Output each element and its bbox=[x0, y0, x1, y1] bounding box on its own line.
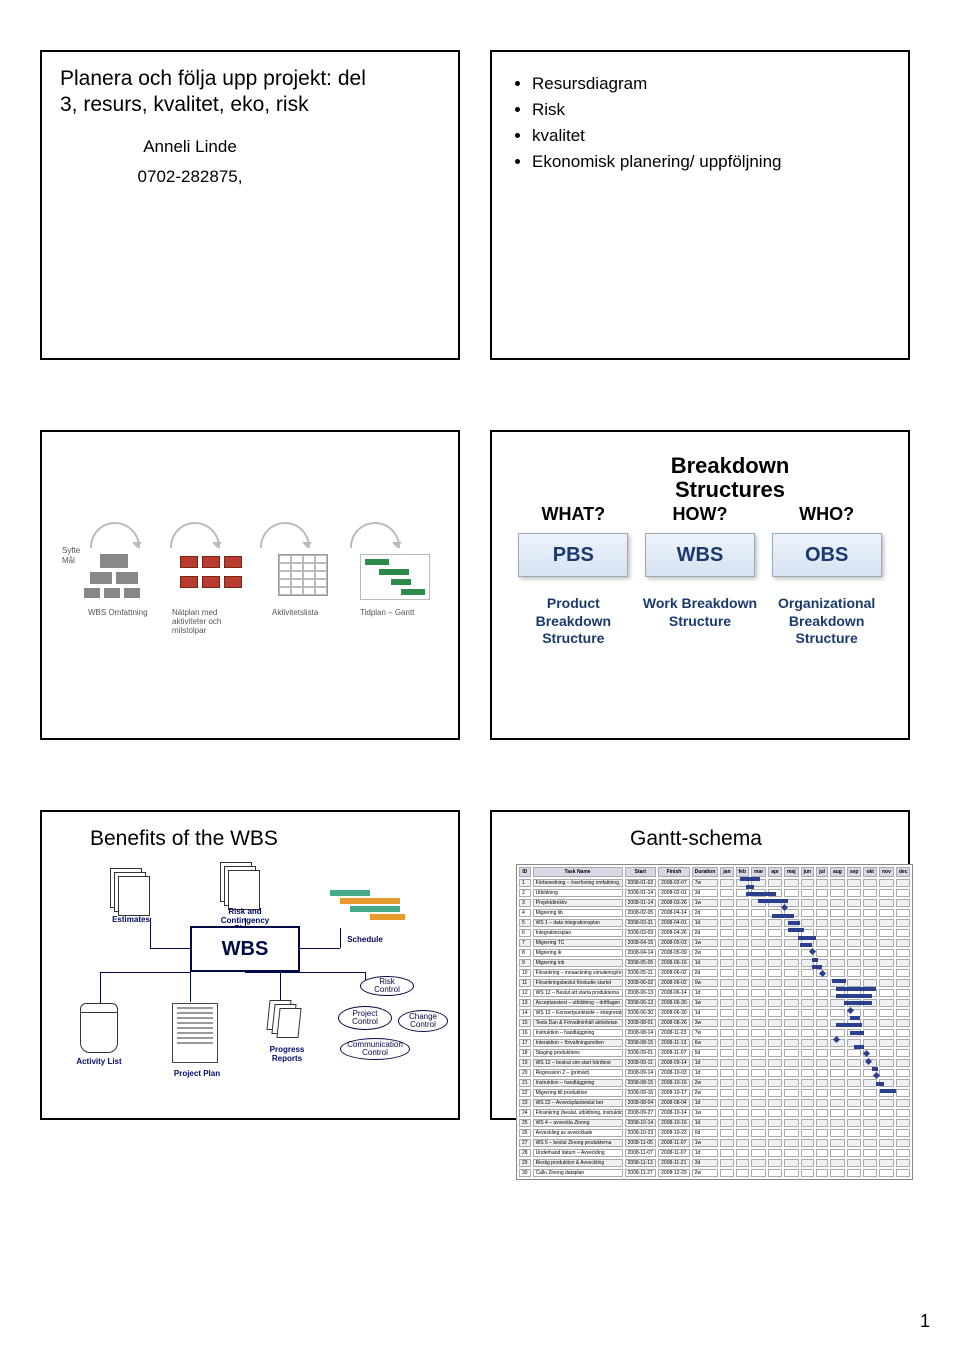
slide2-bullets: Resursdiagram Risk kvalitet Ekonomisk pl… bbox=[532, 74, 890, 172]
slide-5: Benefits of the WBS Estimates Risk and C… bbox=[40, 810, 460, 1120]
lbl-tidplan: Tidplan – Gantt bbox=[360, 608, 414, 617]
slide1-title: Planera och följa upp projekt: del 3, re… bbox=[60, 66, 370, 119]
bs-head: HOW? bbox=[640, 504, 760, 525]
oval-changectrl: Change Control bbox=[398, 1010, 448, 1032]
page-number: 1 bbox=[920, 1311, 930, 1332]
bs-head: WHAT? bbox=[513, 504, 633, 525]
bullet: Risk bbox=[532, 100, 890, 120]
lbl-plan: Project Plan bbox=[172, 1070, 222, 1078]
lbl-aktlist: Aktivitetslista bbox=[272, 608, 318, 617]
lbl-progress: Progress Reports bbox=[264, 1046, 310, 1063]
bs-head: WHO? bbox=[767, 504, 887, 525]
slide-1: Planera och följa upp projekt: del 3, re… bbox=[40, 50, 460, 360]
gantt-table: IDTask NameStartFinishDurationjanfebmara… bbox=[516, 864, 913, 1180]
slide1-phone: 0702-282875, bbox=[60, 167, 320, 187]
lbl-estimates: Estimates bbox=[110, 916, 152, 924]
slide5-title: Benefits of the WBS bbox=[90, 826, 440, 852]
scroll-icon bbox=[80, 1003, 118, 1053]
schedule-icon bbox=[330, 888, 420, 922]
bs-box: WBS bbox=[645, 533, 755, 577]
lbl-wbs: WBS Omfattning bbox=[88, 608, 148, 617]
lbl-mal: Mål bbox=[62, 556, 75, 565]
doc-icon bbox=[172, 1003, 218, 1063]
oval-commctrl: Communication Control bbox=[340, 1038, 410, 1060]
bullet: Ekonomisk planering/ uppföljning bbox=[532, 152, 890, 172]
bullet: Resursdiagram bbox=[532, 74, 890, 94]
process-diagram: Syfte Mål WBS Omfattning bbox=[60, 476, 440, 696]
bs-desc: Work Breakdown Structure bbox=[640, 595, 760, 648]
bs-desc: Product Breakdown Structure bbox=[513, 595, 633, 648]
lbl-activity: Activity List bbox=[74, 1058, 124, 1066]
slide-6: Gantt-schema IDTask NameStartFinishDurat… bbox=[490, 810, 910, 1120]
lbl-schedule: Schedule bbox=[340, 936, 390, 944]
bs-box: OBS bbox=[772, 533, 882, 577]
slide1-author: Anneli Linde bbox=[60, 137, 320, 157]
gantt-chart: IDTask NameStartFinishDurationjanfebmara… bbox=[510, 858, 890, 1108]
oval-projctrl: Project Control bbox=[338, 1006, 392, 1030]
lbl-natplan: Nätplan med aktiviteter och milstolpar bbox=[172, 608, 250, 635]
wbs-box: WBS bbox=[190, 926, 300, 972]
wbs-diagram: Estimates Risk and Contingency Plans Sch… bbox=[60, 858, 440, 1098]
lbl-syfte: Syfte bbox=[62, 546, 80, 555]
slide-2: Resursdiagram Risk kvalitet Ekonomisk pl… bbox=[490, 50, 910, 360]
slide-4: Breakdown Structures WHAT? HOW? WHO? PBS… bbox=[490, 430, 910, 740]
oval-riskctrl: Risk Control bbox=[360, 976, 414, 996]
slide-3: Syfte Mål WBS Omfattning bbox=[40, 430, 460, 740]
bs-title: Breakdown Structures bbox=[630, 454, 830, 502]
bs-desc: Organizational Breakdown Structure bbox=[767, 595, 887, 648]
bullet: kvalitet bbox=[532, 126, 890, 146]
bs-box: PBS bbox=[518, 533, 628, 577]
slide6-title: Gantt-schema bbox=[630, 826, 890, 852]
